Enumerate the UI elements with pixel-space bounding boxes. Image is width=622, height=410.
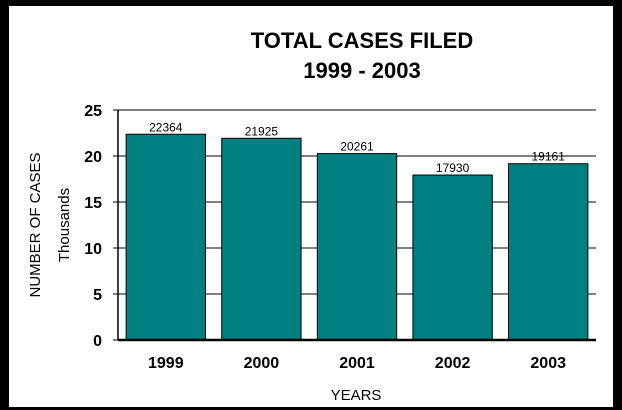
y-axis-unit: Thousands bbox=[56, 188, 73, 262]
data-label: 20261 bbox=[340, 140, 374, 154]
bar bbox=[316, 153, 398, 341]
data-label: 17930 bbox=[436, 161, 470, 175]
data-label: 21925 bbox=[245, 124, 279, 138]
y-axis-label: NUMBER OF CASES bbox=[27, 152, 44, 297]
x-tick-label: 1999 bbox=[148, 355, 184, 372]
bar bbox=[221, 137, 302, 341]
y-tick-label: 20 bbox=[84, 149, 102, 166]
chart-title: TOTAL CASES FILED bbox=[251, 28, 473, 53]
chart-subtitle: 1999 - 2003 bbox=[303, 58, 420, 83]
bar bbox=[412, 174, 493, 341]
y-tick-label: 10 bbox=[84, 241, 102, 258]
x-tick-label: 2000 bbox=[244, 355, 280, 372]
y-tick-label: 25 bbox=[84, 103, 102, 120]
x-tick-label: 2003 bbox=[530, 355, 566, 372]
y-tick-label: 0 bbox=[93, 333, 102, 350]
x-tick-label: 2002 bbox=[435, 355, 471, 372]
data-label: 22364 bbox=[149, 120, 183, 134]
axes bbox=[113, 109, 596, 342]
x-tick-label: 2001 bbox=[339, 355, 375, 372]
bars bbox=[125, 133, 589, 341]
bar bbox=[125, 133, 206, 341]
y-tick-label: 5 bbox=[93, 287, 102, 304]
data-label: 19161 bbox=[532, 150, 566, 164]
bar bbox=[508, 163, 589, 341]
labels: 0 5 10 15 20 25 22364 1999 21925 2000 20261 2001 179… bbox=[84, 103, 566, 372]
y-tick-label: 15 bbox=[84, 195, 102, 212]
x-axis-label: YEARS bbox=[331, 387, 382, 404]
